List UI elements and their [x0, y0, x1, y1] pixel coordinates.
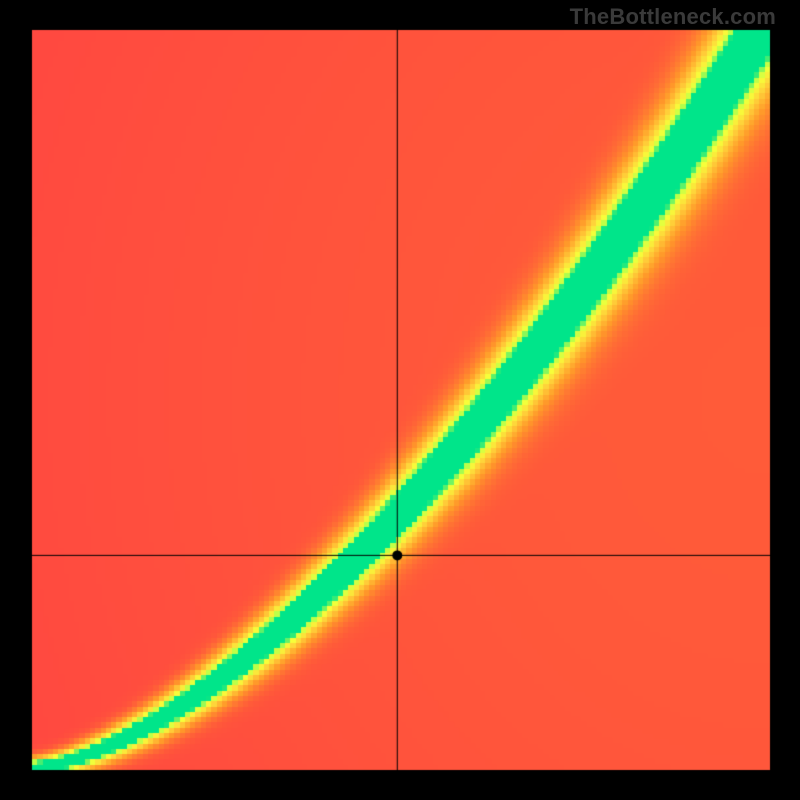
- heatmap-plot: [0, 0, 800, 800]
- watermark-text: TheBottleneck.com: [570, 4, 776, 30]
